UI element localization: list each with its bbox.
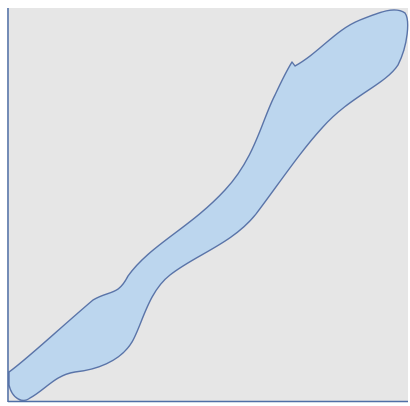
- shaded-band-region: [8, 9, 409, 402]
